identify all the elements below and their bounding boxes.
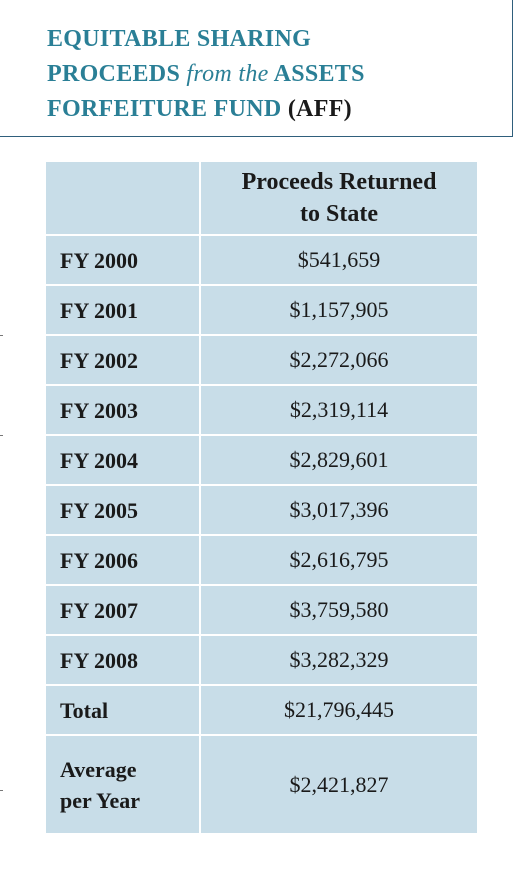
title-line: FORFEITURE FUND (AFF) — [47, 92, 365, 127]
table-row: FY 2006 $2,616,795 — [44, 534, 479, 586]
title-text: PROCEEDS — [47, 61, 181, 87]
row-value: $21,796,445 — [199, 684, 479, 736]
row-label: FY 2008 — [44, 634, 201, 686]
title: EQUITABLE SHARING PROCEEDS from the ASSET… — [47, 22, 365, 127]
row-label: Average per Year — [44, 734, 201, 835]
row-label: FY 2004 — [44, 434, 201, 486]
table: Proceeds Returned to State FY 2000 $541,6… — [44, 160, 479, 835]
title-text: ASSETS — [273, 61, 365, 87]
row-label: FY 2005 — [44, 484, 201, 536]
header-row: Proceeds Returned to State — [44, 160, 479, 236]
row-value: $2,829,601 — [199, 434, 479, 486]
row-value: $3,759,580 — [199, 584, 479, 636]
table-row: Average per Year $2,421,827 — [44, 734, 479, 835]
table-row: FY 2008 $3,282,329 — [44, 634, 479, 686]
header-cell: Proceeds Returned to State — [199, 160, 479, 236]
row-label: FY 2002 — [44, 334, 201, 386]
row-value: $2,421,827 — [199, 734, 479, 835]
row-value: $2,319,114 — [199, 384, 479, 436]
title-line: EQUITABLE SHARING — [47, 22, 365, 57]
table-row: Total $21,796,445 — [44, 684, 479, 736]
table-row: FY 2004 $2,829,601 — [44, 434, 479, 486]
edge-tick — [0, 335, 3, 336]
table-row: FY 2003 $2,319,114 — [44, 384, 479, 436]
row-label: Total — [44, 684, 201, 736]
row-label: FY 2003 — [44, 384, 201, 436]
row-label: FY 2006 — [44, 534, 201, 586]
row-label: FY 2000 — [44, 234, 201, 286]
edge-tick — [0, 790, 3, 791]
row-label: FY 2007 — [44, 584, 201, 636]
header-cell — [44, 160, 201, 236]
title-text: EQUITABLE SHARING — [47, 26, 312, 52]
table-row: FY 2001 $1,157,905 — [44, 284, 479, 336]
title-text: (AFF) — [287, 96, 352, 122]
title-line: PROCEEDS from the ASSETS — [47, 57, 365, 92]
row-value: $2,272,066 — [199, 334, 479, 386]
edge-tick — [0, 435, 3, 436]
table-row: FY 2002 $2,272,066 — [44, 334, 479, 386]
frame-line — [512, 0, 513, 137]
row-value: $1,157,905 — [199, 284, 479, 336]
row-value: $541,659 — [199, 234, 479, 286]
title-text: from the — [186, 61, 269, 87]
row-value: $3,017,396 — [199, 484, 479, 536]
row-label: FY 2001 — [44, 284, 201, 336]
row-value: $3,282,329 — [199, 634, 479, 686]
table-row: FY 2007 $3,759,580 — [44, 584, 479, 636]
frame-line — [0, 136, 513, 137]
title-text: FORFEITURE FUND — [47, 96, 282, 122]
row-value: $2,616,795 — [199, 534, 479, 586]
table-row: FY 2005 $3,017,396 — [44, 484, 479, 536]
table-row: FY 2000 $541,659 — [44, 234, 479, 286]
